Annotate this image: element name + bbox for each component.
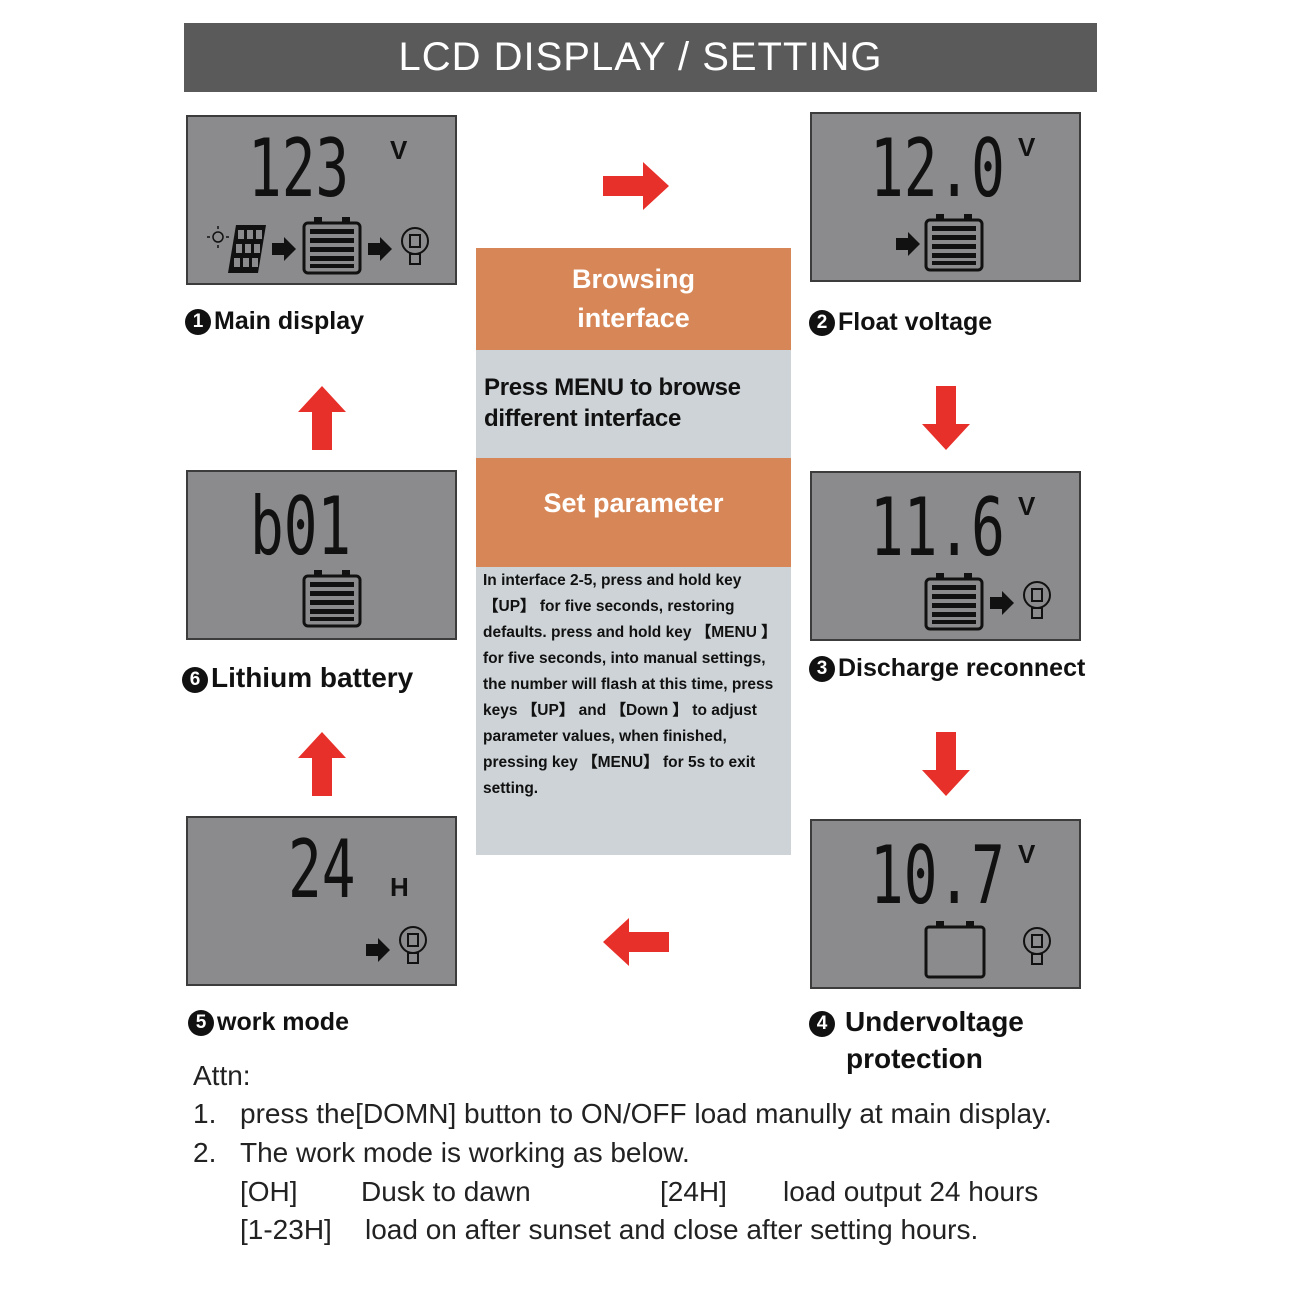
battery-icon bbox=[302, 570, 362, 628]
lcd-float-voltage: 12.0 V bbox=[810, 112, 1081, 282]
lcd-unit: H bbox=[390, 872, 409, 902]
battery-icon bbox=[924, 214, 984, 272]
number-badge: 6 bbox=[182, 667, 208, 693]
label-text: Float voltage bbox=[838, 308, 993, 336]
label-text: protection bbox=[846, 1043, 983, 1074]
lcd-value: 123 bbox=[248, 122, 350, 215]
label-text: Discharge reconnect bbox=[838, 654, 1086, 682]
lcd-value: 11.6 bbox=[870, 481, 1005, 574]
lcd-unit: V bbox=[1018, 839, 1036, 869]
mode-desc: Dusk to dawn bbox=[361, 1176, 531, 1207]
lcd-unit: V bbox=[390, 135, 408, 165]
page-title: LCD DISPLAY / SETTING bbox=[184, 23, 1097, 92]
number-badge: 2 bbox=[809, 310, 835, 336]
label-text: Lithium battery bbox=[211, 662, 414, 693]
mode-code: [OH] bbox=[240, 1176, 298, 1207]
browsing-instructions: Press MENU to browse different interface bbox=[476, 350, 791, 458]
lcd-main-display: 123 V bbox=[186, 115, 457, 285]
label-work-mode: 5 work mode bbox=[188, 1008, 349, 1037]
bulb-icon bbox=[1023, 581, 1051, 619]
solar-panel-icon bbox=[207, 225, 266, 273]
label-text: work mode bbox=[217, 1008, 349, 1036]
mode-desc: load output 24 hours bbox=[783, 1176, 1039, 1207]
lcd-value: b01 bbox=[250, 480, 352, 573]
set-parameter-heading: Set parameter bbox=[476, 458, 791, 567]
label-undervoltage-protection: 4 Undervoltage protection bbox=[809, 1004, 1024, 1078]
number-badge: 5 bbox=[188, 1010, 214, 1036]
arrow-up-icon bbox=[298, 386, 346, 450]
lcd-unit: V bbox=[1018, 491, 1036, 521]
arrow-down-icon bbox=[922, 386, 970, 450]
battery-icon bbox=[924, 573, 984, 631]
lcd-lithium-battery: b01 bbox=[186, 470, 457, 640]
bulb-icon bbox=[1023, 927, 1051, 965]
label-discharge-reconnect: 3 Discharge reconnect bbox=[809, 654, 1085, 683]
lcd-value: 24 bbox=[288, 823, 356, 916]
label-main-display: 1 Main display bbox=[185, 307, 364, 336]
label-lithium-battery: 6 Lithium battery bbox=[182, 662, 413, 694]
attn-item-text: press the[DOMN] button to ON/OFF load ma… bbox=[240, 1098, 1052, 1129]
arrow-icon bbox=[990, 591, 1014, 615]
empty-battery-icon bbox=[924, 921, 986, 979]
attn-item-number: 2. bbox=[193, 1137, 217, 1168]
bulb-icon bbox=[399, 926, 427, 964]
set-parameter-instructions: In interface 2-5, press and hold key 【UP… bbox=[476, 567, 791, 855]
lcd-value: 12.0 bbox=[870, 122, 1005, 215]
attn-item-number: 1. bbox=[193, 1098, 217, 1129]
attn-item-text: The work mode is working as below. bbox=[240, 1137, 690, 1168]
arrow-up-icon bbox=[298, 732, 346, 796]
lcd-undervoltage-protection: 10.7 V bbox=[810, 819, 1081, 989]
arrow-icon bbox=[366, 938, 390, 962]
label-float-voltage: 2 Float voltage bbox=[809, 308, 992, 337]
arrow-icon bbox=[272, 237, 296, 261]
mode-code: [1-23H] bbox=[240, 1214, 332, 1245]
arrow-right-icon bbox=[603, 162, 669, 210]
label-text: Main display bbox=[214, 307, 365, 335]
bulb-icon bbox=[401, 227, 429, 265]
number-badge: 1 bbox=[185, 309, 211, 335]
arrow-icon bbox=[896, 232, 920, 256]
arrow-down-icon bbox=[922, 732, 970, 796]
lcd-unit: V bbox=[1018, 132, 1036, 162]
attn-title: Attn: bbox=[193, 1060, 251, 1091]
mode-desc: load on after sunset and close after set… bbox=[365, 1214, 979, 1245]
arrow-icon bbox=[368, 237, 392, 261]
browsing-interface-heading: Browsing interface bbox=[476, 248, 791, 350]
label-text: Undervoltage bbox=[844, 1006, 1024, 1037]
number-badge: 3 bbox=[809, 656, 835, 682]
lcd-discharge-reconnect: 11.6 V bbox=[810, 471, 1081, 641]
arrow-left-icon bbox=[603, 918, 669, 966]
battery-icon bbox=[302, 217, 362, 275]
lcd-value: 10.7 bbox=[870, 829, 1005, 922]
number-badge: 4 bbox=[809, 1011, 835, 1037]
mode-code: [24H] bbox=[660, 1176, 727, 1207]
lcd-work-mode: 24 H bbox=[186, 816, 457, 986]
